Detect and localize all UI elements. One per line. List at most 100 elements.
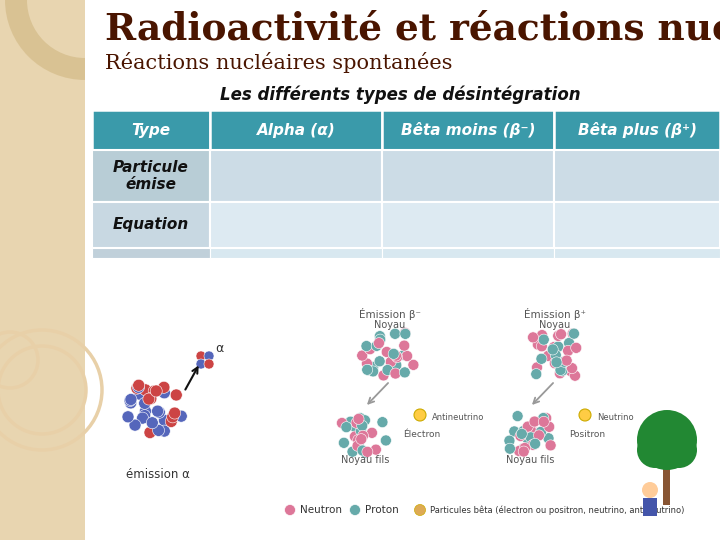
Circle shape — [545, 440, 556, 451]
Circle shape — [158, 414, 171, 427]
Circle shape — [504, 435, 515, 446]
Circle shape — [518, 443, 528, 454]
Circle shape — [359, 415, 371, 426]
Circle shape — [538, 413, 549, 423]
Text: Particule
émise: Particule émise — [113, 160, 189, 192]
Bar — [92, 248, 210, 258]
Text: Noyau fils: Noyau fils — [341, 455, 390, 465]
Circle shape — [158, 425, 170, 437]
Circle shape — [122, 411, 134, 423]
Circle shape — [153, 424, 165, 436]
Circle shape — [336, 417, 348, 429]
Text: Électron: Électron — [403, 430, 441, 439]
Text: Radioactivité et réactions nucléaires: Radioactivité et réactions nucléaires — [105, 10, 720, 47]
Circle shape — [553, 330, 564, 341]
Circle shape — [661, 432, 697, 468]
Circle shape — [175, 410, 187, 422]
Circle shape — [374, 330, 385, 342]
Bar — [92, 202, 210, 248]
Circle shape — [388, 348, 399, 359]
Circle shape — [518, 426, 529, 437]
Circle shape — [132, 379, 145, 392]
Circle shape — [139, 410, 150, 422]
Circle shape — [561, 355, 572, 366]
Circle shape — [361, 364, 373, 375]
Circle shape — [408, 360, 419, 370]
Circle shape — [378, 370, 389, 381]
Circle shape — [382, 347, 392, 357]
Circle shape — [357, 430, 369, 441]
Circle shape — [145, 393, 157, 404]
Circle shape — [134, 388, 145, 400]
Circle shape — [368, 361, 379, 373]
Circle shape — [567, 328, 578, 339]
Circle shape — [349, 431, 361, 442]
Wedge shape — [5, 0, 85, 80]
Circle shape — [353, 421, 364, 431]
Text: Particules bêta (électron ou positron, neutrino, antineutrino): Particules bêta (électron ou positron, n… — [430, 505, 685, 515]
Circle shape — [536, 329, 547, 341]
Circle shape — [355, 413, 366, 424]
Circle shape — [515, 430, 526, 442]
Bar — [0, 0, 85, 540]
Bar — [382, 110, 554, 150]
Bar — [554, 110, 720, 150]
Circle shape — [385, 356, 396, 367]
Circle shape — [544, 421, 554, 433]
Circle shape — [168, 407, 181, 419]
Circle shape — [382, 364, 393, 375]
Text: Noyau: Noyau — [374, 320, 405, 330]
Bar — [554, 248, 720, 258]
Circle shape — [158, 387, 171, 399]
Circle shape — [547, 344, 558, 355]
Text: Proton: Proton — [365, 505, 399, 515]
Text: Type: Type — [132, 123, 171, 138]
Circle shape — [398, 349, 410, 360]
Circle shape — [642, 482, 658, 498]
Text: émission α: émission α — [126, 468, 190, 481]
Circle shape — [557, 365, 568, 376]
Bar — [554, 202, 720, 248]
Circle shape — [526, 422, 536, 434]
Circle shape — [363, 364, 374, 376]
Circle shape — [536, 353, 547, 365]
Circle shape — [284, 504, 295, 516]
Circle shape — [519, 442, 531, 454]
Circle shape — [158, 381, 170, 393]
Circle shape — [415, 504, 426, 516]
Circle shape — [553, 341, 564, 352]
Circle shape — [539, 334, 549, 345]
Circle shape — [129, 419, 141, 431]
Text: Bêta moins (β⁻): Bêta moins (β⁻) — [401, 122, 535, 138]
Text: Antineutrino: Antineutrino — [432, 414, 485, 422]
Bar — [643, 498, 657, 516]
Circle shape — [522, 421, 534, 432]
Text: Émission β⁻: Émission β⁻ — [359, 308, 421, 320]
Circle shape — [125, 397, 137, 409]
Circle shape — [400, 367, 410, 378]
Text: Alpha (α): Alpha (α) — [256, 123, 336, 138]
Circle shape — [374, 356, 385, 367]
Circle shape — [125, 394, 137, 406]
Circle shape — [565, 366, 576, 376]
Circle shape — [370, 444, 382, 455]
Circle shape — [362, 447, 373, 457]
Circle shape — [356, 350, 368, 361]
Circle shape — [143, 393, 155, 405]
Circle shape — [525, 432, 536, 443]
Circle shape — [509, 426, 520, 437]
Circle shape — [531, 369, 541, 380]
Circle shape — [350, 422, 361, 433]
Bar — [92, 110, 210, 150]
Circle shape — [204, 359, 214, 369]
Circle shape — [414, 409, 426, 421]
Circle shape — [402, 350, 413, 361]
Circle shape — [534, 430, 544, 441]
Circle shape — [360, 447, 371, 458]
Circle shape — [400, 328, 411, 339]
Circle shape — [152, 405, 163, 417]
Circle shape — [167, 411, 179, 423]
Circle shape — [148, 385, 160, 397]
Circle shape — [518, 446, 529, 457]
Text: Neutron: Neutron — [300, 505, 342, 515]
